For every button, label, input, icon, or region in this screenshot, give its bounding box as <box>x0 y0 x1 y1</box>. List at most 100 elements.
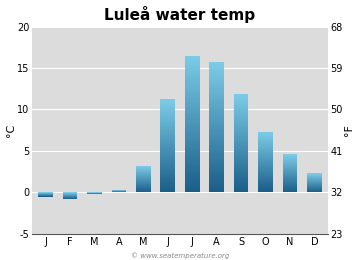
Bar <box>234 146 248 148</box>
Bar <box>185 147 199 149</box>
Bar <box>161 129 175 131</box>
Bar <box>161 146 175 147</box>
Bar <box>185 122 199 124</box>
Bar <box>209 106 224 108</box>
Bar <box>234 133 248 135</box>
Bar <box>283 190 297 191</box>
Bar <box>258 177 273 178</box>
Bar <box>283 189 297 190</box>
Bar <box>258 191 273 192</box>
Bar <box>258 175 273 176</box>
Bar <box>185 62 199 65</box>
Bar <box>283 175 297 176</box>
Bar <box>185 174 199 177</box>
Bar <box>234 174 248 176</box>
Bar <box>136 169 151 170</box>
Bar <box>258 189 273 190</box>
Bar <box>307 190 322 191</box>
Bar <box>283 186 297 187</box>
Bar <box>136 166 151 167</box>
Bar <box>185 156 199 158</box>
Bar <box>136 173 151 174</box>
Bar <box>234 186 248 187</box>
Bar <box>258 164 273 165</box>
Bar <box>161 116 175 118</box>
Bar <box>185 87 199 90</box>
Bar <box>234 184 248 186</box>
Bar <box>258 153 273 154</box>
Bar <box>185 60 199 62</box>
Bar <box>283 154 297 155</box>
Bar <box>234 154 248 156</box>
Bar <box>161 161 175 163</box>
Bar <box>161 177 175 178</box>
Bar <box>136 167 151 168</box>
Bar <box>209 103 224 106</box>
Bar <box>258 148 273 149</box>
Bar <box>283 176 297 177</box>
Bar <box>234 122 248 123</box>
Bar <box>283 179 297 180</box>
Bar <box>307 176 322 177</box>
Bar <box>136 191 151 192</box>
Bar <box>234 148 248 150</box>
Bar <box>136 179 151 180</box>
Bar <box>307 173 322 174</box>
Bar <box>307 187 322 188</box>
Bar <box>258 147 273 148</box>
Bar <box>258 182 273 183</box>
Bar <box>258 188 273 189</box>
Bar <box>234 173 248 174</box>
Bar <box>161 165 175 166</box>
Bar <box>185 149 199 151</box>
Bar <box>161 135 175 137</box>
Bar <box>209 73 224 75</box>
Bar <box>185 177 199 179</box>
Bar <box>209 84 224 86</box>
Y-axis label: °F: °F <box>345 124 355 136</box>
Bar <box>161 126 175 127</box>
Bar <box>209 168 224 171</box>
Bar <box>234 118 248 120</box>
Bar <box>209 158 224 160</box>
Bar <box>234 117 248 118</box>
Bar <box>161 178 175 180</box>
Bar <box>283 180 297 181</box>
Bar <box>185 138 199 140</box>
Bar <box>136 175 151 176</box>
Bar <box>185 90 199 92</box>
Bar <box>161 188 175 189</box>
Bar <box>185 160 199 163</box>
Bar <box>234 159 248 161</box>
Bar <box>209 151 224 153</box>
Bar <box>258 133 273 134</box>
Bar <box>185 56 199 58</box>
Bar <box>307 175 322 176</box>
Bar <box>209 90 224 93</box>
Bar <box>161 140 175 141</box>
Bar <box>283 162 297 163</box>
Bar <box>161 137 175 138</box>
Bar <box>209 123 224 125</box>
Bar <box>258 187 273 188</box>
Bar <box>209 82 224 84</box>
Bar <box>283 182 297 183</box>
Bar <box>283 181 297 182</box>
Bar <box>161 189 175 191</box>
Bar <box>234 153 248 154</box>
Bar <box>209 67 224 69</box>
Bar <box>283 183 297 184</box>
Bar <box>283 184 297 185</box>
Bar <box>161 110 175 112</box>
Bar <box>161 151 175 152</box>
Bar <box>307 177 322 178</box>
Bar <box>161 112 175 113</box>
Bar <box>161 109 175 110</box>
Bar <box>209 184 224 186</box>
Bar <box>209 108 224 110</box>
Bar <box>185 113 199 115</box>
Bar <box>161 168 175 169</box>
Bar <box>161 191 175 192</box>
Bar <box>185 151 199 154</box>
Bar <box>307 181 322 182</box>
